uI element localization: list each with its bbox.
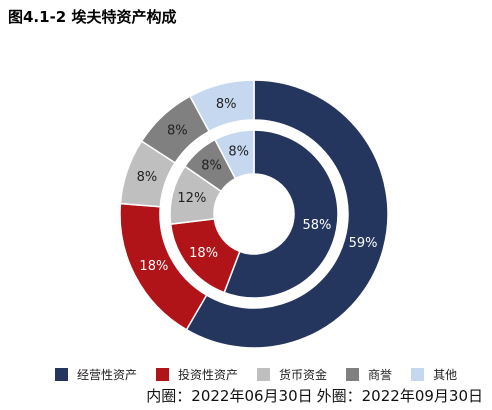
inner-label-2: 18% — [189, 246, 218, 261]
legend-label: 商誉 — [368, 368, 393, 382]
outer-label-2: 18% — [139, 259, 168, 274]
outer-label-5: 8% — [216, 97, 237, 112]
outer-slice-1 — [185, 79, 389, 349]
legend-label: 经营性资产 — [77, 368, 138, 382]
legend: 经营性资产 投资性资产 货币资金 商誉 其他 — [55, 366, 457, 383]
legend-item-5: 其他 — [411, 366, 457, 383]
inner-label-5: 8% — [228, 144, 249, 159]
outer-slice-5 — [189, 79, 255, 133]
inner-label-3: 12% — [177, 191, 206, 206]
chart-title: 图4.1-2 埃夫特资产构成 — [8, 8, 177, 26]
legend-swatch — [346, 368, 360, 381]
inner-label-4: 8% — [201, 159, 222, 174]
legend-item-3: 货币资金 — [257, 366, 327, 383]
inner-label-1: 58% — [302, 218, 331, 233]
legend-swatch — [156, 368, 170, 381]
outer-ring-note: 外圈：2022年09月30日 — [316, 387, 483, 405]
legend-swatch — [55, 368, 68, 381]
legend-item-2: 投资性资产 — [156, 366, 238, 383]
legend-item-1: 经营性资产 — [55, 366, 137, 383]
legend-label: 其他 — [433, 368, 458, 382]
legend-item-4: 商誉 — [346, 366, 392, 383]
inner-slice-1 — [223, 129, 339, 299]
outer-label-4: 8% — [167, 124, 188, 139]
legend-label: 投资性资产 — [178, 368, 239, 382]
outer-label-3: 8% — [137, 170, 158, 185]
legend-swatch — [411, 368, 425, 381]
inner-ring-note: 内圈：2022年06月30日 — [146, 387, 313, 405]
ring-note: 内圈：2022年06月30日 外圈：2022年09月30日 — [146, 385, 483, 406]
legend-label: 货币资金 — [279, 368, 328, 382]
inner-slice-5 — [213, 129, 255, 180]
outer-label-1: 59% — [349, 236, 378, 251]
legend-swatch — [257, 368, 271, 381]
